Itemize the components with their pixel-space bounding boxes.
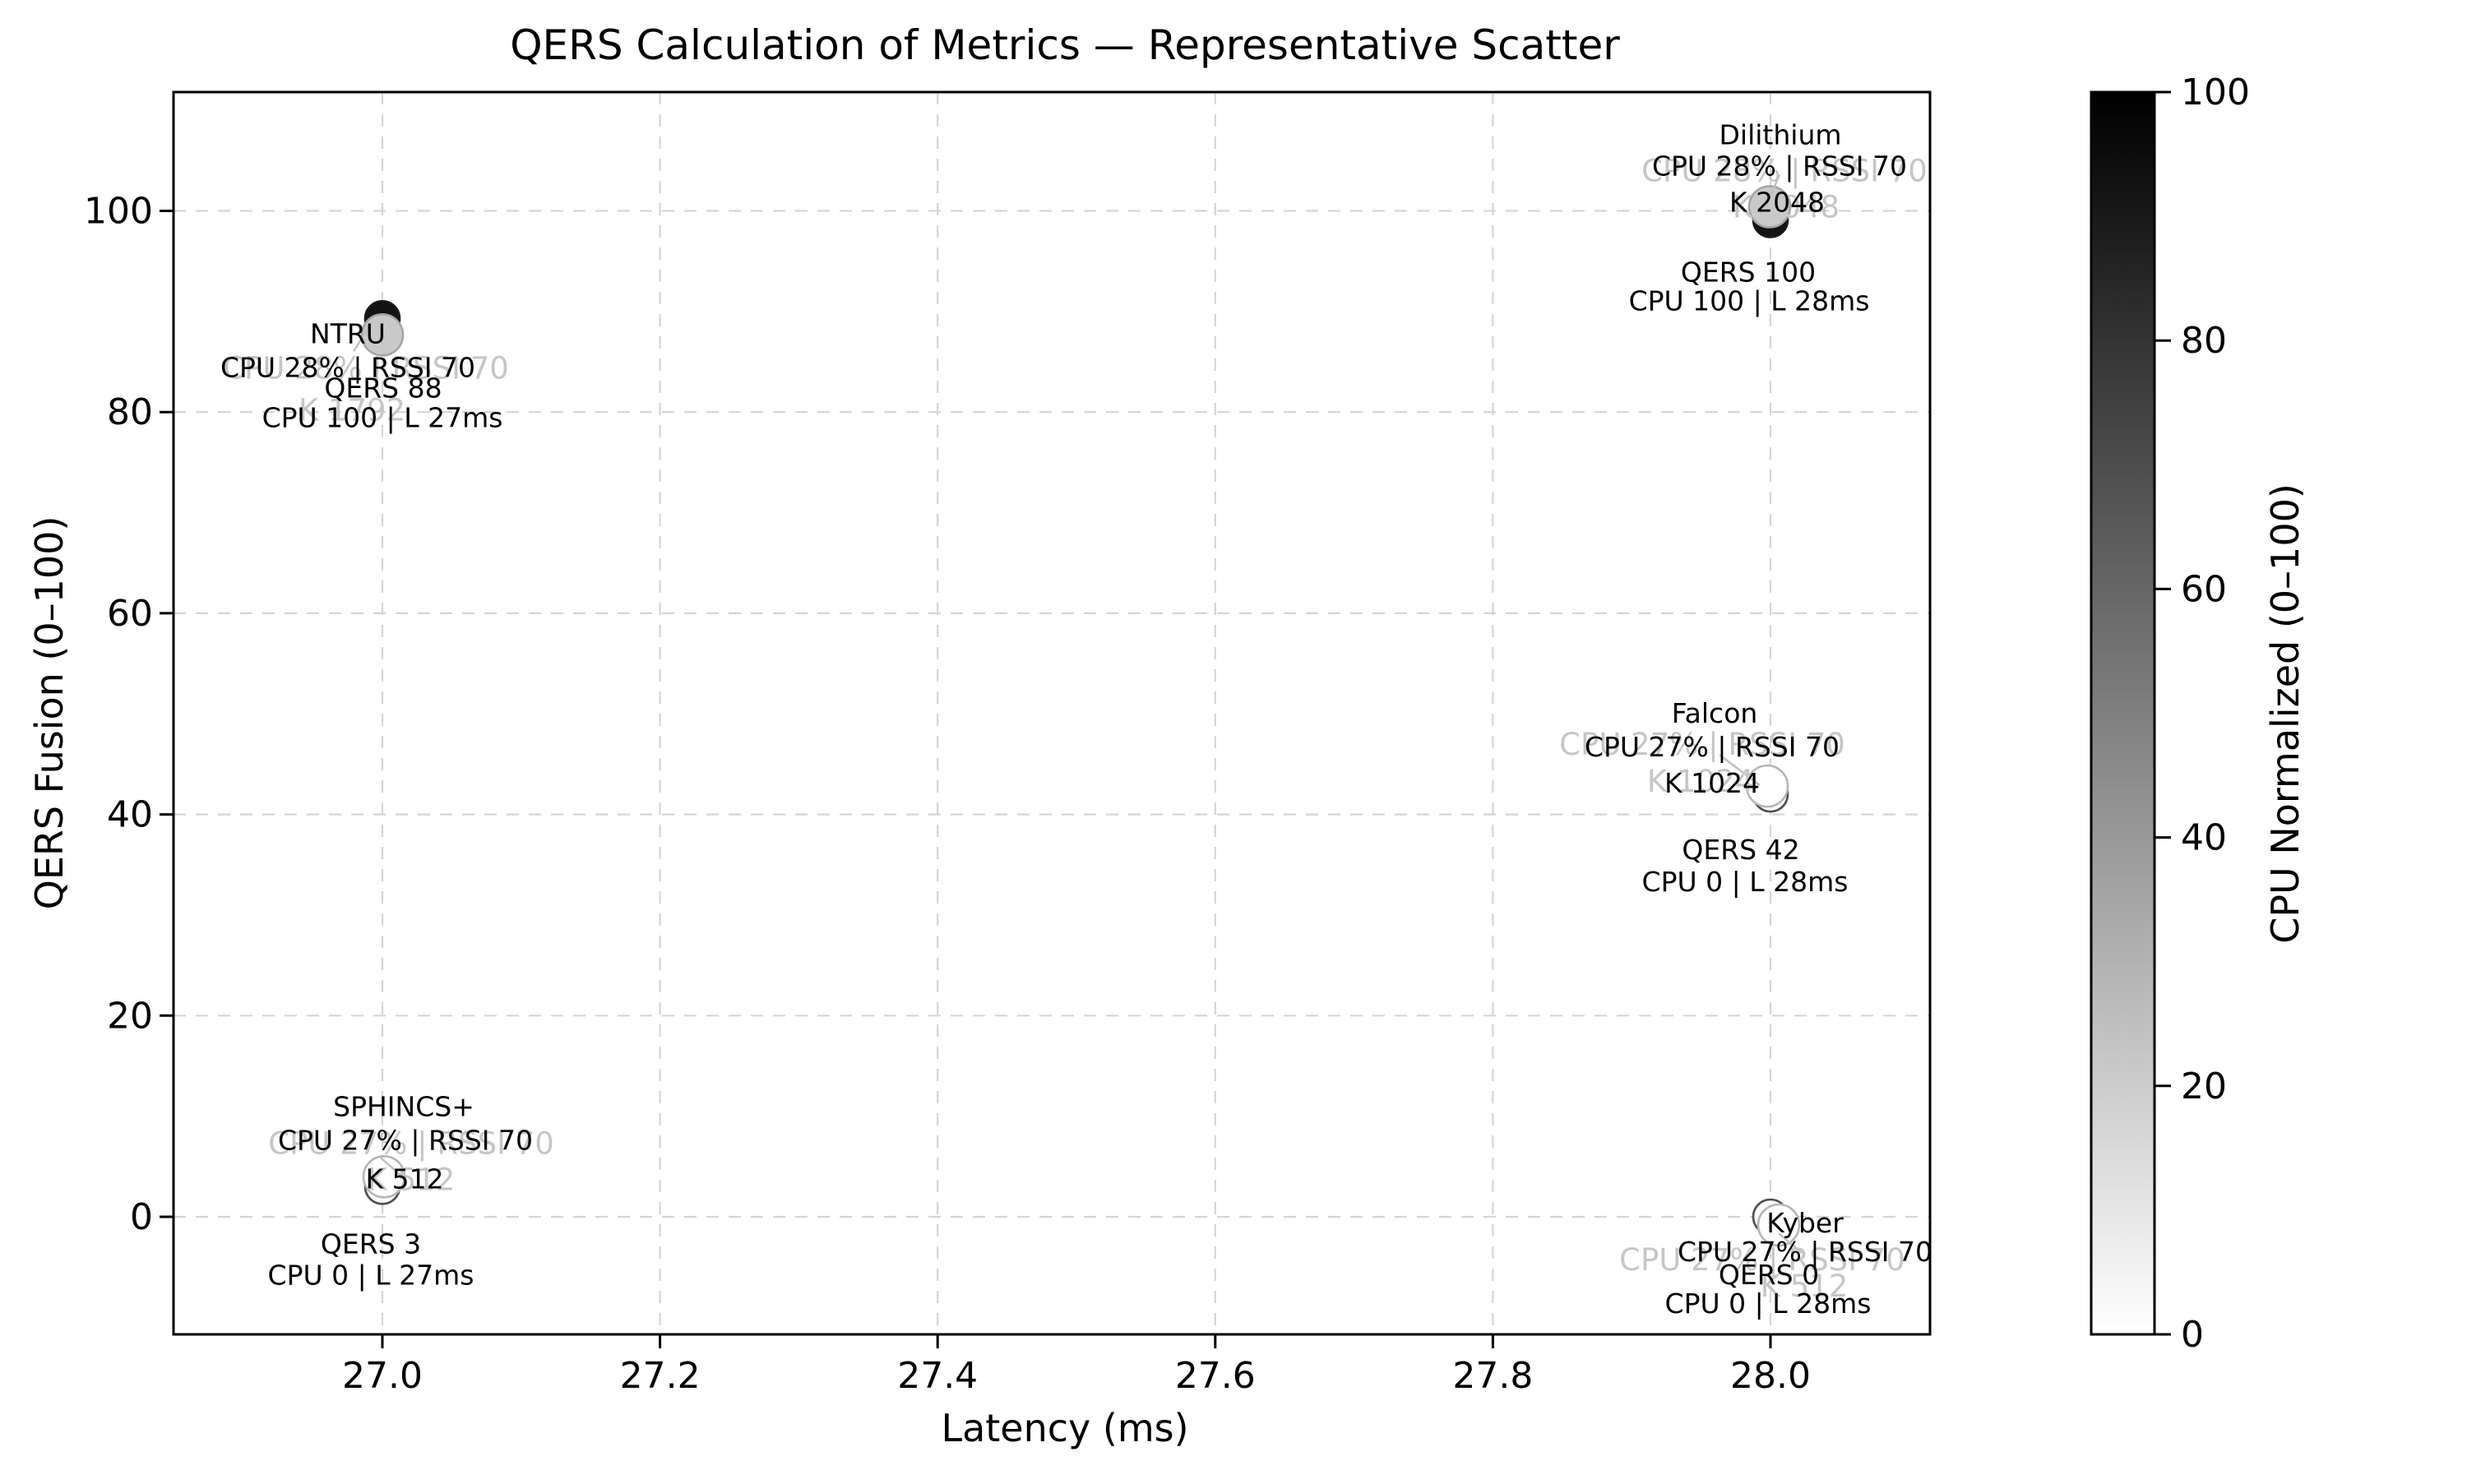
point-bottom-label: CPU 100 | L 27ms xyxy=(262,401,503,433)
point-bottom-label: CPU 0 | L 28ms xyxy=(1642,866,1849,898)
point-top-label: K 1024 xyxy=(1664,767,1760,799)
point-top-label: CPU 27% | RSSI 70 xyxy=(1585,731,1840,763)
ghost-label: CPU 27% | RSSI 70 xyxy=(1559,727,1845,762)
point-bottom-label: QERS 88 xyxy=(324,372,442,404)
leader-line xyxy=(1765,174,1781,206)
x-tick-label: 28.0 xyxy=(1730,1355,1811,1397)
y-tick-label: 40 xyxy=(107,794,153,836)
leader-line xyxy=(379,1156,402,1177)
x-tick-label: 27.0 xyxy=(342,1355,423,1397)
point-top-label: Falcon xyxy=(1672,697,1758,729)
ghost-point-kyber xyxy=(1757,1203,1801,1247)
y-tick-label: 80 xyxy=(107,391,153,433)
point-top-label: CPU 27% | RSSI 70 xyxy=(1678,1236,1932,1268)
point-top-label: NTRU xyxy=(310,317,386,349)
x-tick-label: 27.6 xyxy=(1175,1355,1256,1397)
colorbar-label: CPU Normalized (0–100) xyxy=(2263,483,2307,944)
ghost-label: K 512 xyxy=(368,1162,456,1197)
colorbar-tick-label: 100 xyxy=(2181,72,2250,113)
colorbar-tick-label: 40 xyxy=(2181,817,2227,859)
point-bottom-label: QERS 0 xyxy=(1719,1259,1819,1291)
leader-line xyxy=(1719,754,1761,787)
point-bottom-label: CPU 0 | L 27ms xyxy=(268,1259,474,1291)
point-bottom-label: CPU 100 | L 28ms xyxy=(1629,285,1870,317)
ghost-label: K 1024 xyxy=(1647,764,1754,799)
leader-line xyxy=(352,321,374,352)
colorbar-tick-label: 80 xyxy=(2181,320,2227,362)
ghost-label: CPU 28% | RSSI 70 xyxy=(223,350,509,386)
x-tick-label: 27.8 xyxy=(1452,1355,1533,1397)
colorbar-tick-label: 60 xyxy=(2181,568,2227,610)
point-top-label: CPU 28% | RSSI 70 xyxy=(220,351,475,383)
point-top-label: Kyber xyxy=(1766,1207,1844,1239)
x-axis-label: Latency (ms) xyxy=(941,1406,1188,1450)
ghost-point-dilithium xyxy=(1747,185,1792,229)
point-top-label: CPU 27% | RSSI 70 xyxy=(278,1124,533,1156)
point-top-label: CPU 28% | RSSI 70 xyxy=(1652,150,1907,183)
y-tick-label: 20 xyxy=(107,995,153,1037)
ghost-label: CPU 28% | RSSI 70 xyxy=(1641,154,1928,189)
point-top-label: SPHINCS+ xyxy=(333,1090,474,1122)
y-tick-label: 60 xyxy=(107,593,153,635)
plot-border xyxy=(172,90,1932,1336)
ghost-label: CPU 27% | RSSI 70 xyxy=(268,1126,554,1161)
gridlines xyxy=(174,92,1930,1334)
axis-ticks: 27.0 27.2 27.4 27.6 27.8 28.0 0 20 40 60 80 100 xyxy=(84,191,1811,1398)
ghost-label: K 512 xyxy=(1761,1269,1849,1304)
point-top-label: Dilithium xyxy=(1719,119,1842,151)
ghost-label: CPU 27% | RSSI 70 xyxy=(1619,1242,1905,1278)
ghost-label: K 2048 xyxy=(1733,190,1840,225)
point-top-label: K 2048 xyxy=(1729,187,1825,219)
y-tick-label: 0 xyxy=(130,1196,153,1238)
leader-line xyxy=(1778,1232,1803,1254)
colorbar-ticks: 0 20 40 60 80 100 xyxy=(2155,72,2250,1356)
point-bottom-label: QERS 42 xyxy=(1682,834,1799,866)
y-axis-label: QERS Fusion (0–100) xyxy=(27,516,72,910)
x-tick-label: 27.4 xyxy=(897,1355,978,1397)
y-tick-label: 100 xyxy=(84,191,153,233)
chart-title: QERS Calculation of Metrics — Representa… xyxy=(510,21,1620,69)
colorbar-tick-label: 0 xyxy=(2181,1314,2204,1356)
colorbar-tick-label: 20 xyxy=(2181,1066,2227,1107)
ghost-label: K 1792 xyxy=(299,392,405,428)
data-points xyxy=(360,185,1801,1247)
point-bottom-label: QERS 100 xyxy=(1681,257,1816,289)
point-top-label: K 512 xyxy=(365,1163,443,1195)
point-bottom-label: CPU 0 | L 28ms xyxy=(1665,1288,1872,1320)
ghost-point-sphincs+ xyxy=(362,1154,406,1199)
point-bottom-label: QERS 3 xyxy=(321,1227,421,1260)
colorbar xyxy=(2090,90,2156,1336)
ghost-point-falcon xyxy=(1745,764,1789,808)
ghost-annotations: CPU 28% | RSSI 70 K 1792 CPU 28% | RSSI 70… xyxy=(223,154,1928,1305)
x-tick-label: 27.2 xyxy=(620,1355,701,1397)
ghost-point-ntru xyxy=(360,313,405,357)
